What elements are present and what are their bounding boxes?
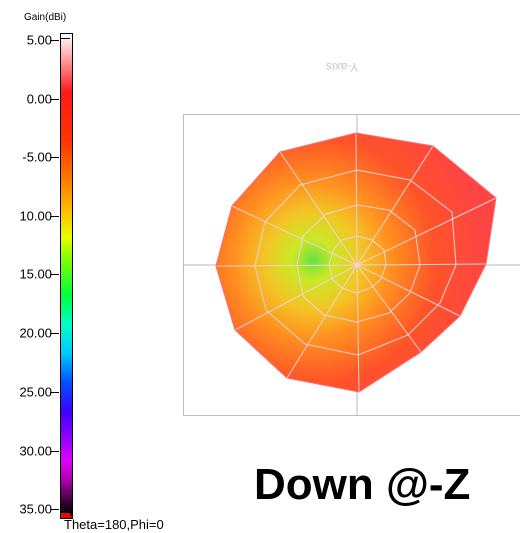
colorbar-tick-mark — [50, 99, 59, 100]
colorbar-tick-label: 30.00 — [19, 443, 52, 459]
colorbar-tick-label: 10.00 — [19, 208, 52, 224]
colorbar-max-swatch — [61, 34, 70, 39]
mesh-spokes — [215, 132, 497, 393]
view-title: Down @-Z — [254, 460, 471, 509]
colorbar-tick-label: 35.00 — [19, 501, 52, 517]
colorbar-tick-mark — [50, 216, 59, 217]
colorbar-tick-mark — [50, 157, 59, 158]
colorbar-tick-label: 20.00 — [19, 325, 52, 341]
gain-surface-outline — [215, 132, 497, 393]
colorbar-tick-mark — [50, 40, 59, 41]
colorbar-tick-mark — [50, 392, 59, 393]
colorbar-tick-label: -5.00 — [22, 149, 52, 165]
colorbar-tick-label: 25.00 — [19, 384, 52, 400]
colorbar-tick-mark — [50, 333, 59, 334]
colorbar-min-swatch — [61, 512, 70, 517]
colorbar-tick-mark — [50, 274, 59, 275]
gain-colorbar — [60, 33, 73, 519]
view-angle-readout: Theta=180,Phi=0 — [64, 517, 164, 532]
colorbar-tick-mark — [50, 451, 59, 452]
colorbar-tick-label: 5.00 — [26, 32, 52, 48]
colorbar-tick-label: 15.00 — [19, 266, 52, 282]
mesh-rings — [254, 169, 457, 356]
colorbar-tick-label: 0.00 — [26, 91, 52, 107]
colorbar-title: Gain(dBi) — [24, 12, 67, 23]
colorbar-tick-mark — [50, 509, 59, 510]
